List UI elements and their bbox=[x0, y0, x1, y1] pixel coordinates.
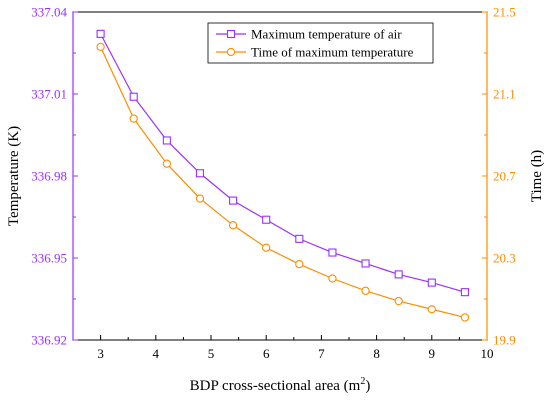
data-point-temperature bbox=[129, 92, 138, 101]
legend-entry-temperature: Maximum temperature of air bbox=[216, 27, 402, 42]
data-point-time bbox=[195, 194, 205, 203]
data-point-temperature bbox=[427, 278, 436, 287]
left-tick-label: 336.92 bbox=[31, 333, 67, 348]
data-point-temperature bbox=[96, 29, 105, 38]
x-axis-title: BDP cross-sectional area (m2) bbox=[190, 376, 371, 394]
x-tick-label: 6 bbox=[263, 346, 270, 361]
data-point-temperature bbox=[361, 259, 370, 268]
data-point-time bbox=[96, 42, 105, 51]
series-layer bbox=[96, 29, 470, 322]
x-tick-label: 7 bbox=[318, 346, 325, 361]
left-tick-label: 337.04 bbox=[31, 5, 67, 20]
data-point-time bbox=[427, 305, 436, 314]
x-axis-title-superscript: 2 bbox=[360, 376, 365, 387]
x-tick-label: 3 bbox=[97, 346, 104, 361]
legend-label-time: Time of maximum temperature bbox=[251, 45, 414, 60]
x-tick-label: 9 bbox=[429, 346, 436, 361]
series-line-temperature bbox=[100, 33, 466, 293]
legend-label-temperature: Maximum temperature of air bbox=[251, 27, 402, 42]
legend: Maximum temperature of air Time of maxim… bbox=[207, 22, 434, 64]
left-tick-label: 336.95 bbox=[31, 251, 67, 266]
right-tick-label: 21.5 bbox=[493, 5, 516, 20]
data-point-temperature bbox=[195, 169, 205, 178]
data-point-temperature bbox=[162, 136, 171, 145]
data-point-time bbox=[460, 313, 470, 322]
right-y-axis: 19.9 20.3 20.7 21.1 21.5 bbox=[482, 5, 516, 348]
data-point-temperature bbox=[394, 270, 403, 279]
left-axis-title: Temperature (K) bbox=[6, 126, 22, 226]
data-point-temperature bbox=[262, 215, 271, 224]
x-tick-label: 5 bbox=[208, 346, 215, 361]
data-point-time bbox=[162, 159, 171, 168]
right-tick-label: 20.3 bbox=[493, 251, 516, 266]
x-tick-label: 4 bbox=[153, 346, 160, 361]
data-point-time bbox=[328, 274, 337, 283]
right-tick-label: 19.9 bbox=[493, 333, 516, 348]
data-point-temperature bbox=[460, 288, 469, 297]
left-y-axis: 336.92 336.95 336.98 337.01 337.04 bbox=[31, 5, 78, 348]
data-point-time bbox=[129, 114, 138, 123]
legend-marker-square bbox=[226, 29, 236, 39]
data-point-time bbox=[228, 221, 238, 230]
right-axis-title: Time (h) bbox=[529, 150, 545, 202]
series-line-time bbox=[100, 46, 466, 319]
data-point-time bbox=[394, 296, 403, 306]
left-tick-label: 337.01 bbox=[31, 87, 67, 102]
legend-entry-time: Time of maximum temperature bbox=[216, 45, 414, 60]
data-point-temperature bbox=[328, 248, 337, 257]
x-tick-label: 8 bbox=[373, 346, 380, 361]
right-tick-label: 20.7 bbox=[493, 169, 516, 184]
x-axis: 3 4 5 6 7 8 9 10 bbox=[97, 335, 494, 361]
data-point-time bbox=[361, 286, 370, 295]
data-point-temperature bbox=[295, 234, 304, 243]
x-axis-title-close: ) bbox=[365, 378, 370, 394]
right-tick-label: 21.1 bbox=[493, 87, 516, 102]
legend-marker-circle bbox=[226, 47, 236, 57]
data-point-time bbox=[262, 243, 271, 252]
data-point-time bbox=[295, 259, 304, 269]
x-axis-title-main: BDP cross-sectional area (m bbox=[190, 378, 361, 394]
data-point-temperature bbox=[229, 196, 238, 205]
x-tick-label: 10 bbox=[481, 346, 494, 361]
left-tick-label: 336.98 bbox=[31, 169, 67, 184]
legend-box bbox=[207, 22, 434, 64]
